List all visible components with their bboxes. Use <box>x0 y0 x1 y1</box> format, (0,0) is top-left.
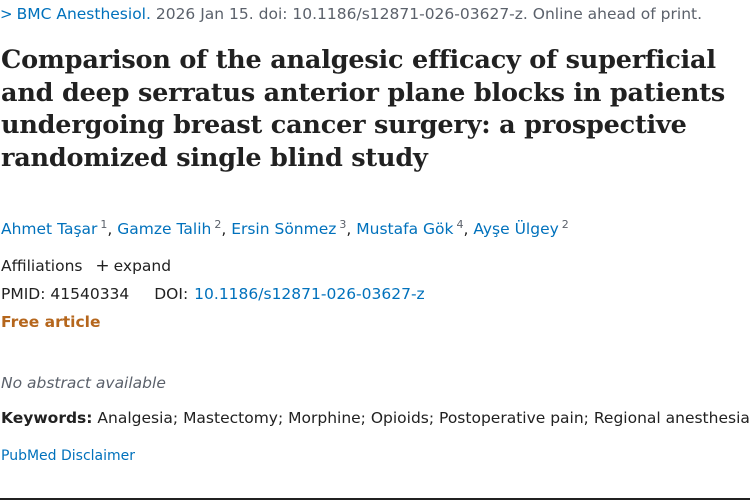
author-separator: , <box>463 220 474 238</box>
affiliations-row: Affiliations + expand <box>1 255 171 277</box>
chevron-right-icon[interactable]: > <box>0 5 13 23</box>
author-separator: , <box>107 220 118 238</box>
author-link[interactable]: Ersin Sönmez <box>231 220 337 238</box>
author-link[interactable]: Mustafa Gök <box>356 220 454 238</box>
pmid-label: PMID: <box>1 285 46 303</box>
keywords-text: Analgesia; Mastectomy; Morphine; Opioids… <box>92 409 750 427</box>
author-link[interactable]: Ahmet Taşar <box>1 220 98 238</box>
doi-label: DOI: <box>154 285 189 303</box>
pmid-value: 41540334 <box>50 285 130 303</box>
affiliations-label: Affiliations <box>1 257 83 275</box>
affiliation-ref[interactable]: 1 <box>100 218 108 231</box>
article-title: Comparison of the analgesic efficacy of … <box>1 45 726 173</box>
keywords-label: Keywords: <box>1 409 93 427</box>
author-separator: , <box>221 220 232 238</box>
author-link[interactable]: Gamze Talih <box>117 220 212 238</box>
expand-label: expand <box>113 257 172 275</box>
divider <box>0 498 750 500</box>
author-link[interactable]: Ayşe Ülgey <box>473 220 559 238</box>
expand-affiliations-button[interactable]: + expand <box>95 256 172 276</box>
journal-link[interactable]: BMC Anesthesiol. <box>16 5 151 23</box>
citation-line: > BMC Anesthesiol. 2026 Jan 15. doi: 10.1… <box>0 4 745 24</box>
plus-icon: + <box>95 256 110 276</box>
author-separator: , <box>346 220 357 238</box>
pubmed-disclaimer-link[interactable]: PubMed Disclaimer <box>1 448 136 464</box>
affiliation-ref[interactable]: 4 <box>456 218 464 231</box>
doi-link[interactable]: 10.1186/s12871-026-03627-z <box>194 285 425 303</box>
keywords-row: Keywords: Analgesia; Mastectomy; Morphin… <box>1 407 750 429</box>
affiliation-ref[interactable]: 2 <box>214 218 222 231</box>
citation-details: 2026 Jan 15. doi: 10.1186/s12871-026-036… <box>150 5 703 23</box>
affiliation-ref[interactable]: 2 <box>561 218 569 231</box>
identifiers-row: PMID: 41540334 DOI: 10.1186/s12871-026-03… <box>1 283 425 305</box>
affiliation-ref[interactable]: 3 <box>339 218 347 231</box>
author-list: Ahmet Taşar 1, Gamze Talih 2, Ersin Sönmez… <box>1 214 746 240</box>
free-article-label: Free article <box>1 313 101 331</box>
no-abstract-notice: No abstract available <box>1 374 166 392</box>
